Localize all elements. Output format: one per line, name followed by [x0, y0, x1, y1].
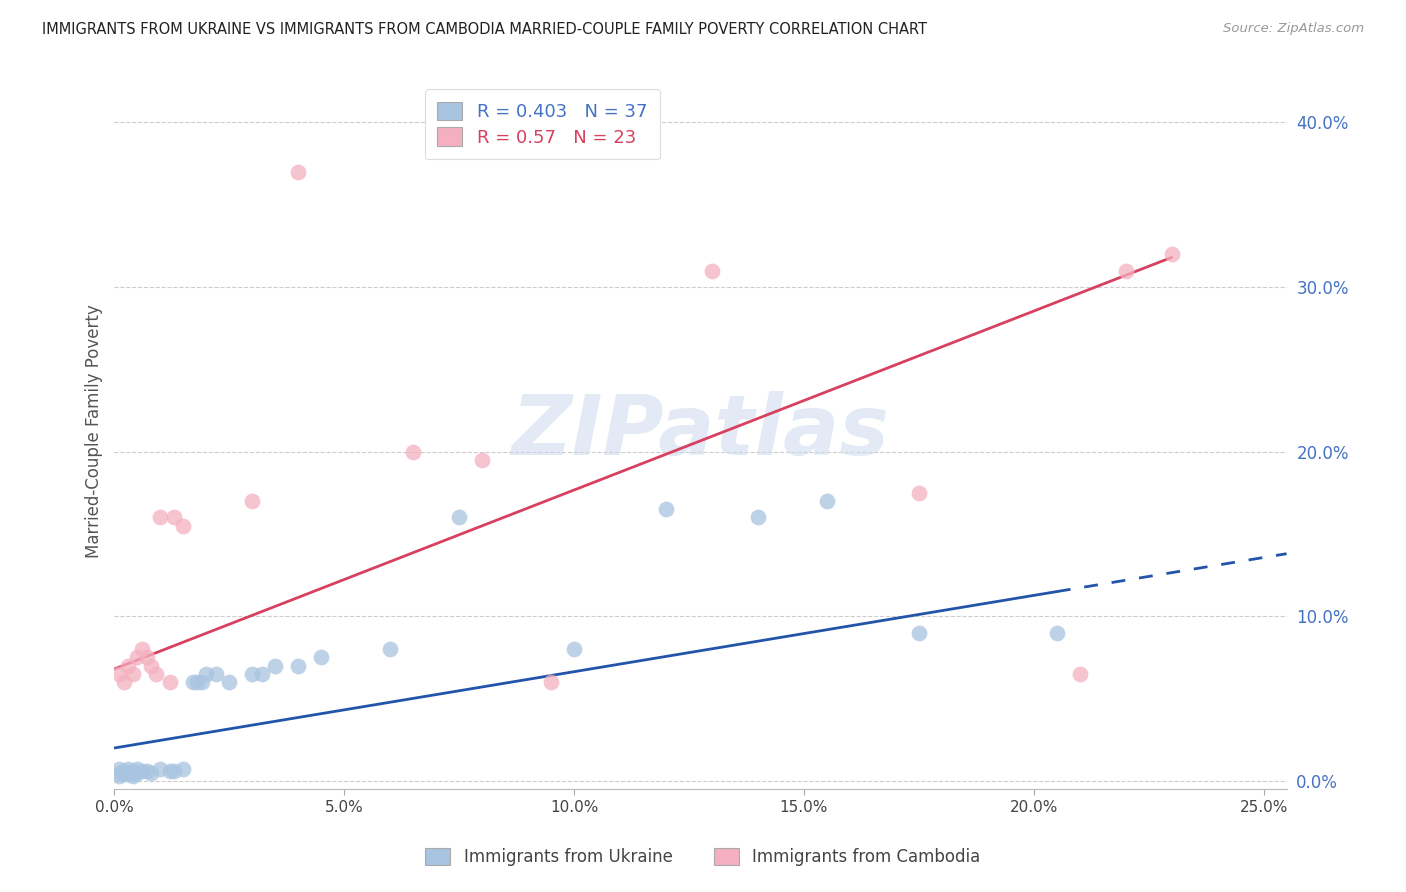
Legend: Immigrants from Ukraine, Immigrants from Cambodia: Immigrants from Ukraine, Immigrants from…	[419, 841, 987, 873]
Point	[172, 518, 194, 533]
Point	[815, 494, 838, 508]
Text: IMMIGRANTS FROM UKRAINE VS IMMIGRANTS FROM CAMBODIA MARRIED-COUPLE FAMILY POVERT: IMMIGRANTS FROM UKRAINE VS IMMIGRANTS FR…	[42, 22, 927, 37]
Point	[121, 769, 143, 783]
Point	[540, 675, 562, 690]
Point	[117, 763, 139, 777]
Point	[380, 642, 402, 657]
Point	[121, 764, 143, 778]
Point	[186, 675, 208, 690]
Point	[112, 764, 135, 778]
Point	[112, 767, 135, 781]
Point	[149, 763, 172, 777]
Point	[112, 675, 135, 690]
Point	[287, 165, 309, 179]
Point	[309, 650, 332, 665]
Text: Source: ZipAtlas.com: Source: ZipAtlas.com	[1223, 22, 1364, 36]
Point	[135, 764, 157, 778]
Point	[135, 650, 157, 665]
Point	[108, 769, 131, 783]
Point	[1046, 625, 1069, 640]
Point	[1160, 247, 1182, 261]
Point	[747, 510, 769, 524]
Point	[264, 658, 287, 673]
Point	[181, 675, 204, 690]
Point	[250, 666, 273, 681]
Point	[108, 765, 131, 780]
Point	[145, 666, 167, 681]
Point	[240, 494, 263, 508]
Point	[204, 666, 226, 681]
Point	[159, 675, 181, 690]
Point	[131, 764, 153, 778]
Y-axis label: Married-Couple Family Poverty: Married-Couple Family Poverty	[86, 304, 103, 558]
Point	[908, 485, 931, 500]
Point	[1069, 666, 1091, 681]
Text: ZIPatlas: ZIPatlas	[512, 391, 890, 472]
Point	[127, 765, 149, 780]
Legend: R = 0.403   N = 37, R = 0.57   N = 23: R = 0.403 N = 37, R = 0.57 N = 23	[425, 89, 659, 160]
Point	[190, 675, 212, 690]
Point	[163, 510, 186, 524]
Point	[163, 764, 186, 778]
Point	[218, 675, 240, 690]
Point	[1115, 263, 1137, 277]
Point	[172, 763, 194, 777]
Point	[449, 510, 471, 524]
Point	[117, 767, 139, 781]
Point	[108, 666, 131, 681]
Point	[471, 453, 494, 467]
Point	[141, 658, 163, 673]
Point	[149, 510, 172, 524]
Point	[127, 763, 149, 777]
Point	[240, 666, 263, 681]
Point	[700, 263, 723, 277]
Point	[127, 650, 149, 665]
Point	[195, 666, 218, 681]
Point	[287, 658, 309, 673]
Point	[121, 666, 143, 681]
Point	[402, 444, 425, 458]
Point	[562, 642, 585, 657]
Point	[141, 765, 163, 780]
Point	[908, 625, 931, 640]
Point	[655, 502, 678, 516]
Point	[108, 763, 131, 777]
Point	[159, 764, 181, 778]
Point	[131, 642, 153, 657]
Point	[117, 658, 139, 673]
